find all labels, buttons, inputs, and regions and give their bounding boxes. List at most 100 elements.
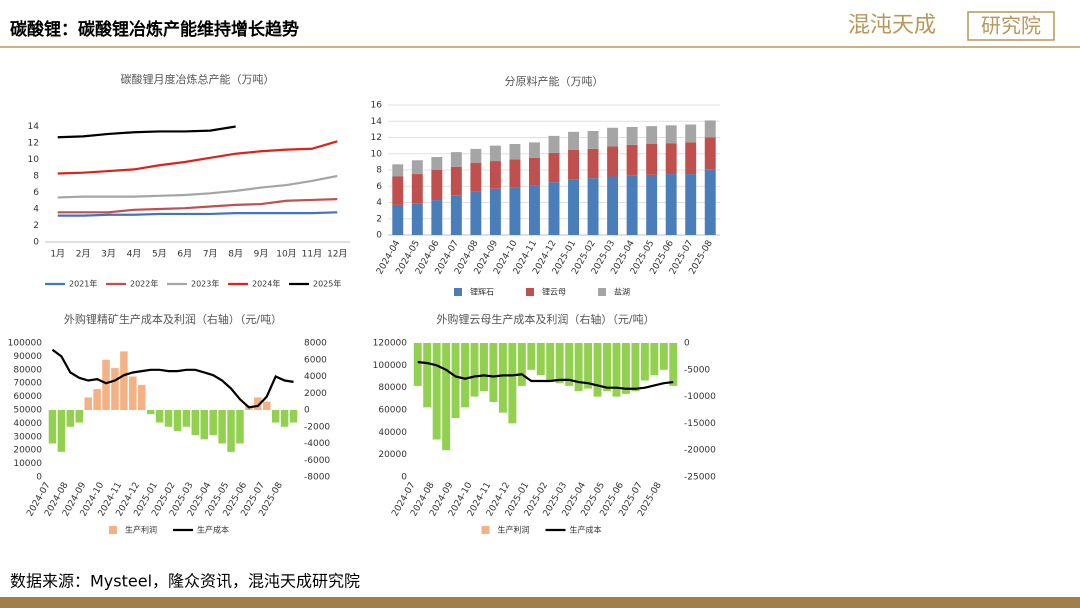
x-tick-label: 5月: [152, 249, 167, 260]
y2-tick-label: 4000: [304, 372, 327, 382]
x-tick-label: 2月: [76, 249, 91, 260]
bar: [236, 410, 244, 444]
slide-title: 碳酸锂：碳酸锂冶炼产能维持增长趋势: [10, 19, 299, 40]
bar-segment: [646, 174, 658, 235]
bar: [480, 343, 488, 392]
bar-segment: [470, 191, 482, 235]
line: [57, 140, 338, 175]
bar-segment: [392, 176, 404, 205]
legend-label: 2024年: [252, 279, 280, 289]
legend-label: 2023年: [191, 279, 219, 289]
bar-segment: [529, 142, 540, 158]
y-tick-label: 4: [376, 198, 382, 208]
bar: [584, 343, 593, 389]
legend-label: 生产利润: [498, 525, 530, 535]
footer-bar: [0, 597, 1080, 608]
bar-segment: [450, 152, 462, 167]
bar: [57, 410, 66, 452]
bar-segment: [411, 174, 423, 204]
bar-segment: [509, 187, 521, 235]
bar: [200, 410, 208, 440]
bar: [191, 410, 200, 436]
y-tick-label: 12: [28, 139, 39, 149]
bar-segment: [548, 152, 560, 183]
bar: [271, 410, 280, 423]
bar: [659, 343, 668, 370]
source-note: 数据来源：Mysteel，隆众资讯，混沌天成研究院: [10, 572, 360, 591]
y-tick-label: 8: [33, 172, 39, 182]
y-tick-label: 120000: [373, 339, 408, 349]
bar-segment: [626, 175, 638, 235]
x-tick-label: 3月: [101, 249, 116, 260]
legend-label: 2021年: [69, 279, 97, 289]
y-tick-label: 60000: [378, 406, 407, 416]
y-tick-label: 100000: [373, 361, 408, 371]
chart-title: 碳酸锂月度冶炼总产能（万吨）: [121, 72, 275, 86]
bar-segment: [431, 200, 443, 235]
y2-tick-label: 0: [684, 339, 690, 349]
bar-segment: [509, 144, 521, 160]
bar-segment: [450, 166, 462, 196]
y-tick-label: 40000: [378, 428, 407, 438]
y-tick-label: 30000: [13, 432, 42, 442]
bar-segment: [626, 144, 638, 176]
bar: [650, 343, 659, 376]
x-tick-label: 10月: [276, 249, 296, 260]
bar-segment: [646, 144, 658, 175]
bar: [218, 410, 226, 444]
bar: [227, 410, 235, 452]
bar: [593, 343, 602, 397]
bar-segment: [607, 127, 619, 147]
bar: [423, 343, 432, 408]
y2-tick-label: 0: [304, 406, 310, 416]
bar-segment: [704, 120, 716, 138]
bar-segment: [607, 176, 619, 235]
bar-segment: [665, 143, 677, 175]
bar: [48, 410, 57, 444]
bar: [263, 401, 271, 410]
legend-swatch: [481, 526, 490, 534]
bar-segment: [607, 146, 619, 177]
chart-title: 分原料产能（万吨）: [505, 74, 604, 88]
y-tick-label: 60000: [13, 392, 42, 402]
y-tick-label: 20000: [13, 446, 42, 456]
bar-segment: [646, 126, 658, 144]
bar: [120, 351, 128, 410]
y-tick-label: 20000: [378, 450, 407, 460]
legend-swatch: [598, 288, 606, 296]
bar: [254, 397, 262, 410]
bar-segment: [489, 188, 501, 235]
x-tick-label: 8月: [228, 249, 243, 260]
y-tick-label: 0: [376, 231, 382, 241]
bar-segment: [548, 182, 560, 235]
x-tick-label: 7月: [203, 249, 218, 260]
x-tick-label: 1月: [50, 249, 65, 260]
bar: [129, 376, 137, 410]
bar: [612, 343, 621, 397]
bar-segment: [489, 161, 501, 189]
x-tick-label: 11月: [302, 249, 322, 260]
x-tick-label: 6月: [177, 249, 192, 260]
bar-segment: [568, 179, 579, 235]
bar: [432, 343, 441, 440]
bar: [603, 343, 611, 392]
line: [417, 360, 674, 390]
bar: [289, 410, 298, 423]
legend-label: 锂云母: [542, 287, 566, 297]
legend-label: 盐湖: [614, 287, 630, 297]
y-tick-label: 40000: [13, 419, 42, 429]
bar: [451, 343, 460, 419]
x-tick-label: 4月: [127, 249, 142, 260]
bar: [489, 343, 498, 402]
y-tick-label: 10000: [13, 459, 42, 469]
bar: [155, 410, 164, 423]
bar: [517, 343, 526, 386]
bar: [93, 389, 101, 410]
bar: [508, 343, 517, 424]
legend-swatch: [454, 288, 462, 296]
y-tick-label: 10: [28, 155, 40, 165]
bar-segment: [529, 185, 540, 235]
line: [57, 125, 236, 139]
y-tick-label: 0: [36, 473, 42, 483]
